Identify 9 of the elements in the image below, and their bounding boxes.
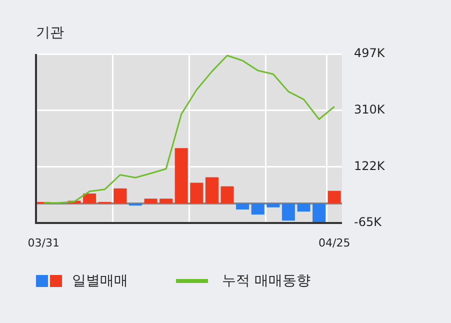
- x-tick-label: 04/25: [318, 236, 350, 250]
- y-tick-label: -65K: [354, 215, 383, 230]
- chart-title: 기관: [36, 24, 64, 42]
- x-tick-label: 03/31: [28, 236, 60, 250]
- legend-label: 누적 매매동향: [222, 272, 310, 290]
- y-tick-label: 497K: [354, 46, 386, 60]
- y-tick-label: 122K: [354, 158, 386, 173]
- legend-label: 일별매매: [72, 272, 128, 290]
- y-tick-label: 310K: [354, 102, 386, 116]
